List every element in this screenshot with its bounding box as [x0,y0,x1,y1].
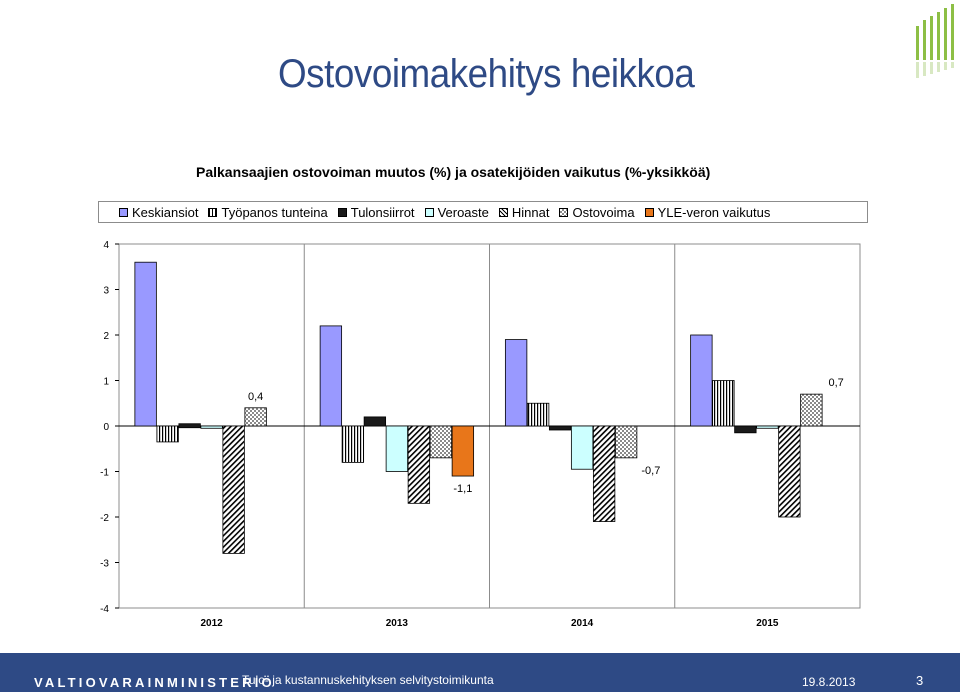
y-tick-label: -2 [100,513,109,524]
bar-hinnat-2013 [407,425,431,504]
chart-legend: Keskiansiot Työpanos tunteina Tulonsiirrot… [98,201,868,223]
bar-veroaste-2015 [756,425,779,429]
bar-yle-veron-vaikutus-2013 [451,425,475,477]
bar-ostovoima-2015 [800,393,823,427]
bar-hinnat-2015 [778,425,801,518]
legend-item-keskiansiot: Keskiansiot [119,205,198,220]
legend-label: Työpanos tunteina [221,204,328,220]
page-number: 3 [916,673,924,688]
data-label: 0,7 [828,377,843,389]
bar-ostovoima-2012 [244,407,267,427]
bar-tyopanos-tunteina-2014 [526,402,550,427]
legend-item-ostovoima: Ostovoima [559,204,635,220]
legend-label: Ostovoima [572,204,635,220]
data-label: -1,1 [453,483,472,495]
chart-title: Palkansaajien ostovoiman muutos (%) ja o… [196,164,711,180]
legend-item-veroaste: Veroaste [424,204,489,220]
legend-swatch [424,207,434,217]
bar-tulonsiirrot-2014 [548,425,572,431]
footer-date: 19.8.2013 [802,675,856,689]
y-tick-label: 4 [103,240,109,251]
x-category-label: 2012 [201,618,224,629]
slide-title: Ostovoimakehitys heikkoa [278,52,695,96]
legend-label: YLE-veron vaikutus [657,204,771,220]
logo-bars-icon [916,4,954,78]
legend-swatch [559,207,569,217]
x-category-label: 2014 [571,618,594,629]
bar-hinnat-2014 [592,425,616,522]
bar-tyopanos-tunteina-2013 [341,425,365,463]
bar-hinnat-2012 [222,425,245,554]
legend-swatch [498,207,508,217]
legend-swatch [644,207,654,217]
y-tick-label: -4 [100,604,109,615]
chart-plot: 4 3 2 1 0 -1 -2 -3 -4 0,4 -1,1 -0,7 0,7 2012 2013 2014 2… [100,240,861,629]
bar-keskiansiot-2015 [690,334,713,427]
legend-label: Tulonsiirrot [350,204,415,220]
ministry-name: VALTIOVARAINMINISTERIÖ [34,675,275,690]
footer-subtitle: Tulo- ja kustannuskehityksen selvitystoi… [242,673,494,687]
bar-tulonsiirrot-2015 [734,425,757,434]
y-tick-label: -3 [100,559,109,570]
bar-tyopanos-tunteina-2012 [156,425,179,443]
bar-keskiansiot-2012 [134,261,157,427]
bar-ostovoima-2013 [429,425,453,459]
bar-veroaste-2014 [570,425,594,470]
bar-tulonsiirrot-2012 [178,423,201,429]
legend-label: Hinnat [511,204,550,220]
bar-tulonsiirrot-2013 [363,416,387,427]
bar-ostovoima-2014 [614,425,638,459]
legend-label: Keskiansiot [132,204,199,220]
y-tick-label: -1 [100,468,109,479]
legend-swatch [119,207,128,217]
y-tick-label: 2 [103,331,109,342]
y-tick-label: 1 [103,377,109,388]
y-tick-label: 3 [103,286,109,297]
bar-keskiansiot-2013 [319,325,343,427]
x-category-label: 2013 [386,618,409,629]
bar-veroaste-2013 [385,425,409,472]
legend-item-yle-veron-vaikutus: YLE-veron vaikutus [644,204,771,220]
bar-veroaste-2012 [200,425,223,429]
bar-keskiansiot-2014 [504,339,528,427]
legend-item-tulonsiirrot: Tulonsiirrot [337,204,415,220]
legend-swatch [208,207,218,217]
data-label: -0,7 [641,465,660,477]
bar-tyopanos-tunteina-2015 [712,380,735,427]
footer-bar: VALTIOVARAINMINISTERIÖ Tulo- ja kustannu… [0,653,960,692]
legend-swatch [337,207,347,217]
legend-label: Veroaste [437,204,489,220]
y-tick-label: 0 [103,422,109,433]
legend-item-tyopanos-tunteina: Työpanos tunteina [208,204,328,220]
x-category-label: 2015 [756,618,779,629]
data-label: 0,4 [248,391,263,403]
legend-item-hinnat: Hinnat [498,204,550,220]
